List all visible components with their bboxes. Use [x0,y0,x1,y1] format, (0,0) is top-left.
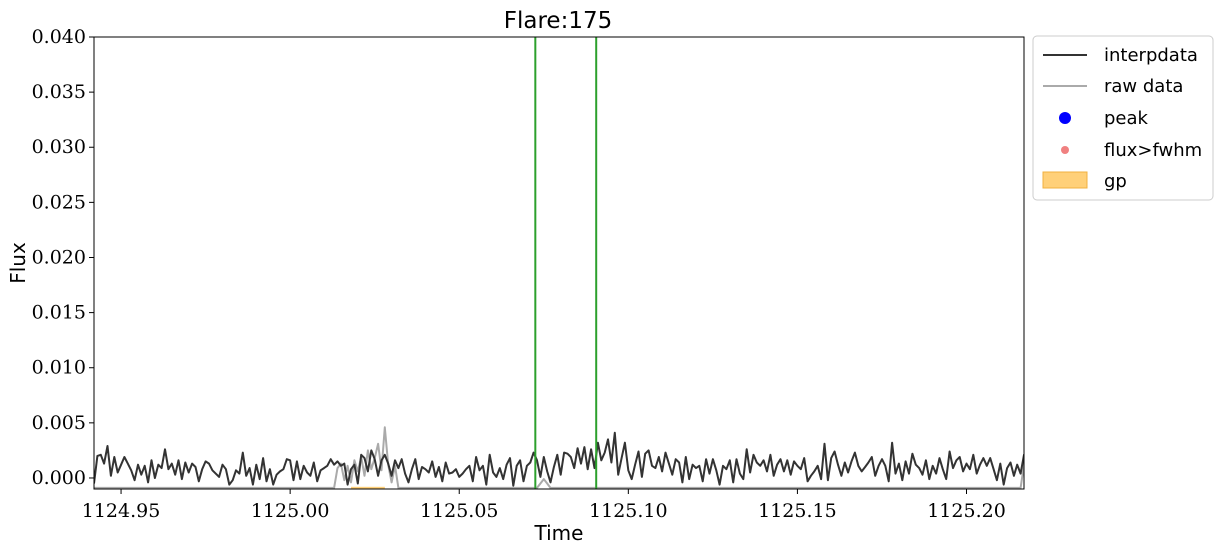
interpdata-line [94,431,1024,487]
plot-area [94,37,1024,489]
y-tick-label: 0.040 [32,26,86,48]
y-tick-label: 0.025 [32,191,86,213]
x-tick-label: 1125.15 [758,500,837,522]
y-axis-label: Flux [6,242,30,284]
y-tick-label: 0.035 [32,81,86,103]
y-tick-label: 0.030 [32,136,86,158]
legend: interpdata raw data peak flux>fwhm gp [1032,35,1214,201]
chart-title: Flare:175 [504,8,612,34]
y-tick-label: 0.005 [32,412,86,434]
legend-flux-fwhm-marker [1061,146,1069,154]
x-tick-label: 1124.95 [82,500,161,522]
legend-flux-fwhm-label: flux>fwhm [1104,140,1202,161]
y-tick-label: 0.015 [32,302,86,324]
x-axis-label: Time [534,521,584,545]
raw-data-line [94,426,1024,489]
x-tick-label: 1125.00 [251,500,330,522]
legend-peak-marker [1059,112,1071,124]
x-axis: 1124.95 1125.00 1125.05 1125.10 1125.15 1125.… [82,489,1006,522]
x-tick-label: 1125.20 [927,500,1006,522]
gp-band [351,486,385,489]
y-tick-label: 0.020 [32,246,86,268]
x-tick-label: 1125.10 [589,500,668,522]
legend-raw-data-label: raw data [1104,76,1183,97]
legend-gp-label: gp [1104,171,1127,192]
legend-gp-patch [1042,171,1088,189]
y-tick-label: 0.010 [32,357,86,379]
plot-frame [93,36,1025,490]
legend-interpdata-label: interpdata [1104,45,1198,66]
y-axis: 0.000 0.005 0.010 0.015 0.020 0.025 0.030 0.035… [32,26,94,489]
y-tick-label: 0.000 [32,467,86,489]
x-tick-label: 1125.05 [420,500,499,522]
legend-peak-label: peak [1104,108,1149,129]
legend-box [1032,35,1214,201]
